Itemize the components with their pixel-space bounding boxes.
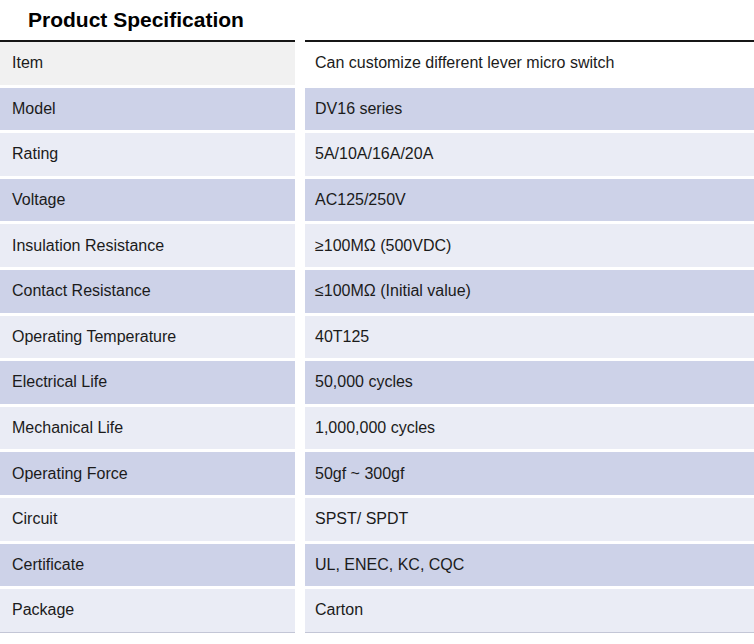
spec-key-cell: Electrical Life — [0, 361, 295, 407]
spec-value-cell: UL, ENEC, KC, CQC — [305, 544, 754, 590]
column-gutter — [295, 498, 305, 544]
spec-value-cell: 50,000 cycles — [305, 361, 754, 407]
spec-value-cell: DV16 series — [305, 88, 754, 134]
spec-value-cell: SPST/ SPDT — [305, 498, 754, 544]
page-title: Product Specification — [0, 0, 754, 40]
spec-key-cell: Operating Force — [0, 452, 295, 498]
table-row: Package Carton — [0, 589, 754, 633]
spec-key-cell: Item — [0, 40, 295, 88]
spec-value-cell: 1,000,000 cycles — [305, 407, 754, 453]
column-gutter — [295, 589, 305, 633]
spec-value-cell: Carton — [305, 589, 754, 633]
column-gutter — [295, 40, 305, 88]
table-row: Model DV16 series — [0, 88, 754, 134]
spec-table-body: Item Can customize different lever micro… — [0, 40, 754, 633]
spec-key-cell: Insulation Resistance — [0, 224, 295, 270]
table-row: Certificate UL, ENEC, KC, CQC — [0, 544, 754, 590]
spec-key-cell: Mechanical Life — [0, 407, 295, 453]
column-gutter — [295, 452, 305, 498]
page: Product Specification Item Can customize… — [0, 0, 754, 644]
table-row: Operating Force 50gf ~ 300gf — [0, 452, 754, 498]
spec-key-cell: Package — [0, 589, 295, 633]
spec-key-cell: Voltage — [0, 179, 295, 225]
table-row: Circuit SPST/ SPDT — [0, 498, 754, 544]
column-gutter — [295, 224, 305, 270]
column-gutter — [295, 270, 305, 316]
spec-key-cell: Contact Resistance — [0, 270, 295, 316]
column-gutter — [295, 133, 305, 179]
spec-key-cell: Model — [0, 88, 295, 134]
spec-value-cell: ≤100MΩ (Initial value) — [305, 270, 754, 316]
spec-value-cell: Can customize different lever micro swit… — [305, 40, 754, 88]
spec-key-cell: Rating — [0, 133, 295, 179]
column-gutter — [295, 361, 305, 407]
spec-key-cell: Circuit — [0, 498, 295, 544]
spec-value-cell: 5A/10A/16A/20A — [305, 133, 754, 179]
table-row: Insulation Resistance ≥100MΩ (500VDC) — [0, 224, 754, 270]
spec-value-cell: 40T125 — [305, 316, 754, 362]
column-gutter — [295, 179, 305, 225]
column-gutter — [295, 88, 305, 134]
table-row: Rating 5A/10A/16A/20A — [0, 133, 754, 179]
table-row: Mechanical Life 1,000,000 cycles — [0, 407, 754, 453]
spec-key-cell: Certificate — [0, 544, 295, 590]
table-row: Voltage AC125/250V — [0, 179, 754, 225]
spec-key-cell: Operating Temperature — [0, 316, 295, 362]
table-row: Electrical Life 50,000 cycles — [0, 361, 754, 407]
column-gutter — [295, 407, 305, 453]
table-row: Contact Resistance ≤100MΩ (Initial value… — [0, 270, 754, 316]
column-gutter — [295, 316, 305, 362]
spec-value-cell: AC125/250V — [305, 179, 754, 225]
spec-value-cell: 50gf ~ 300gf — [305, 452, 754, 498]
table-row: Operating Temperature 40T125 — [0, 316, 754, 362]
table-row: Item Can customize different lever micro… — [0, 40, 754, 88]
column-gutter — [295, 544, 305, 590]
spec-value-cell: ≥100MΩ (500VDC) — [305, 224, 754, 270]
spec-table: Item Can customize different lever micro… — [0, 40, 754, 633]
